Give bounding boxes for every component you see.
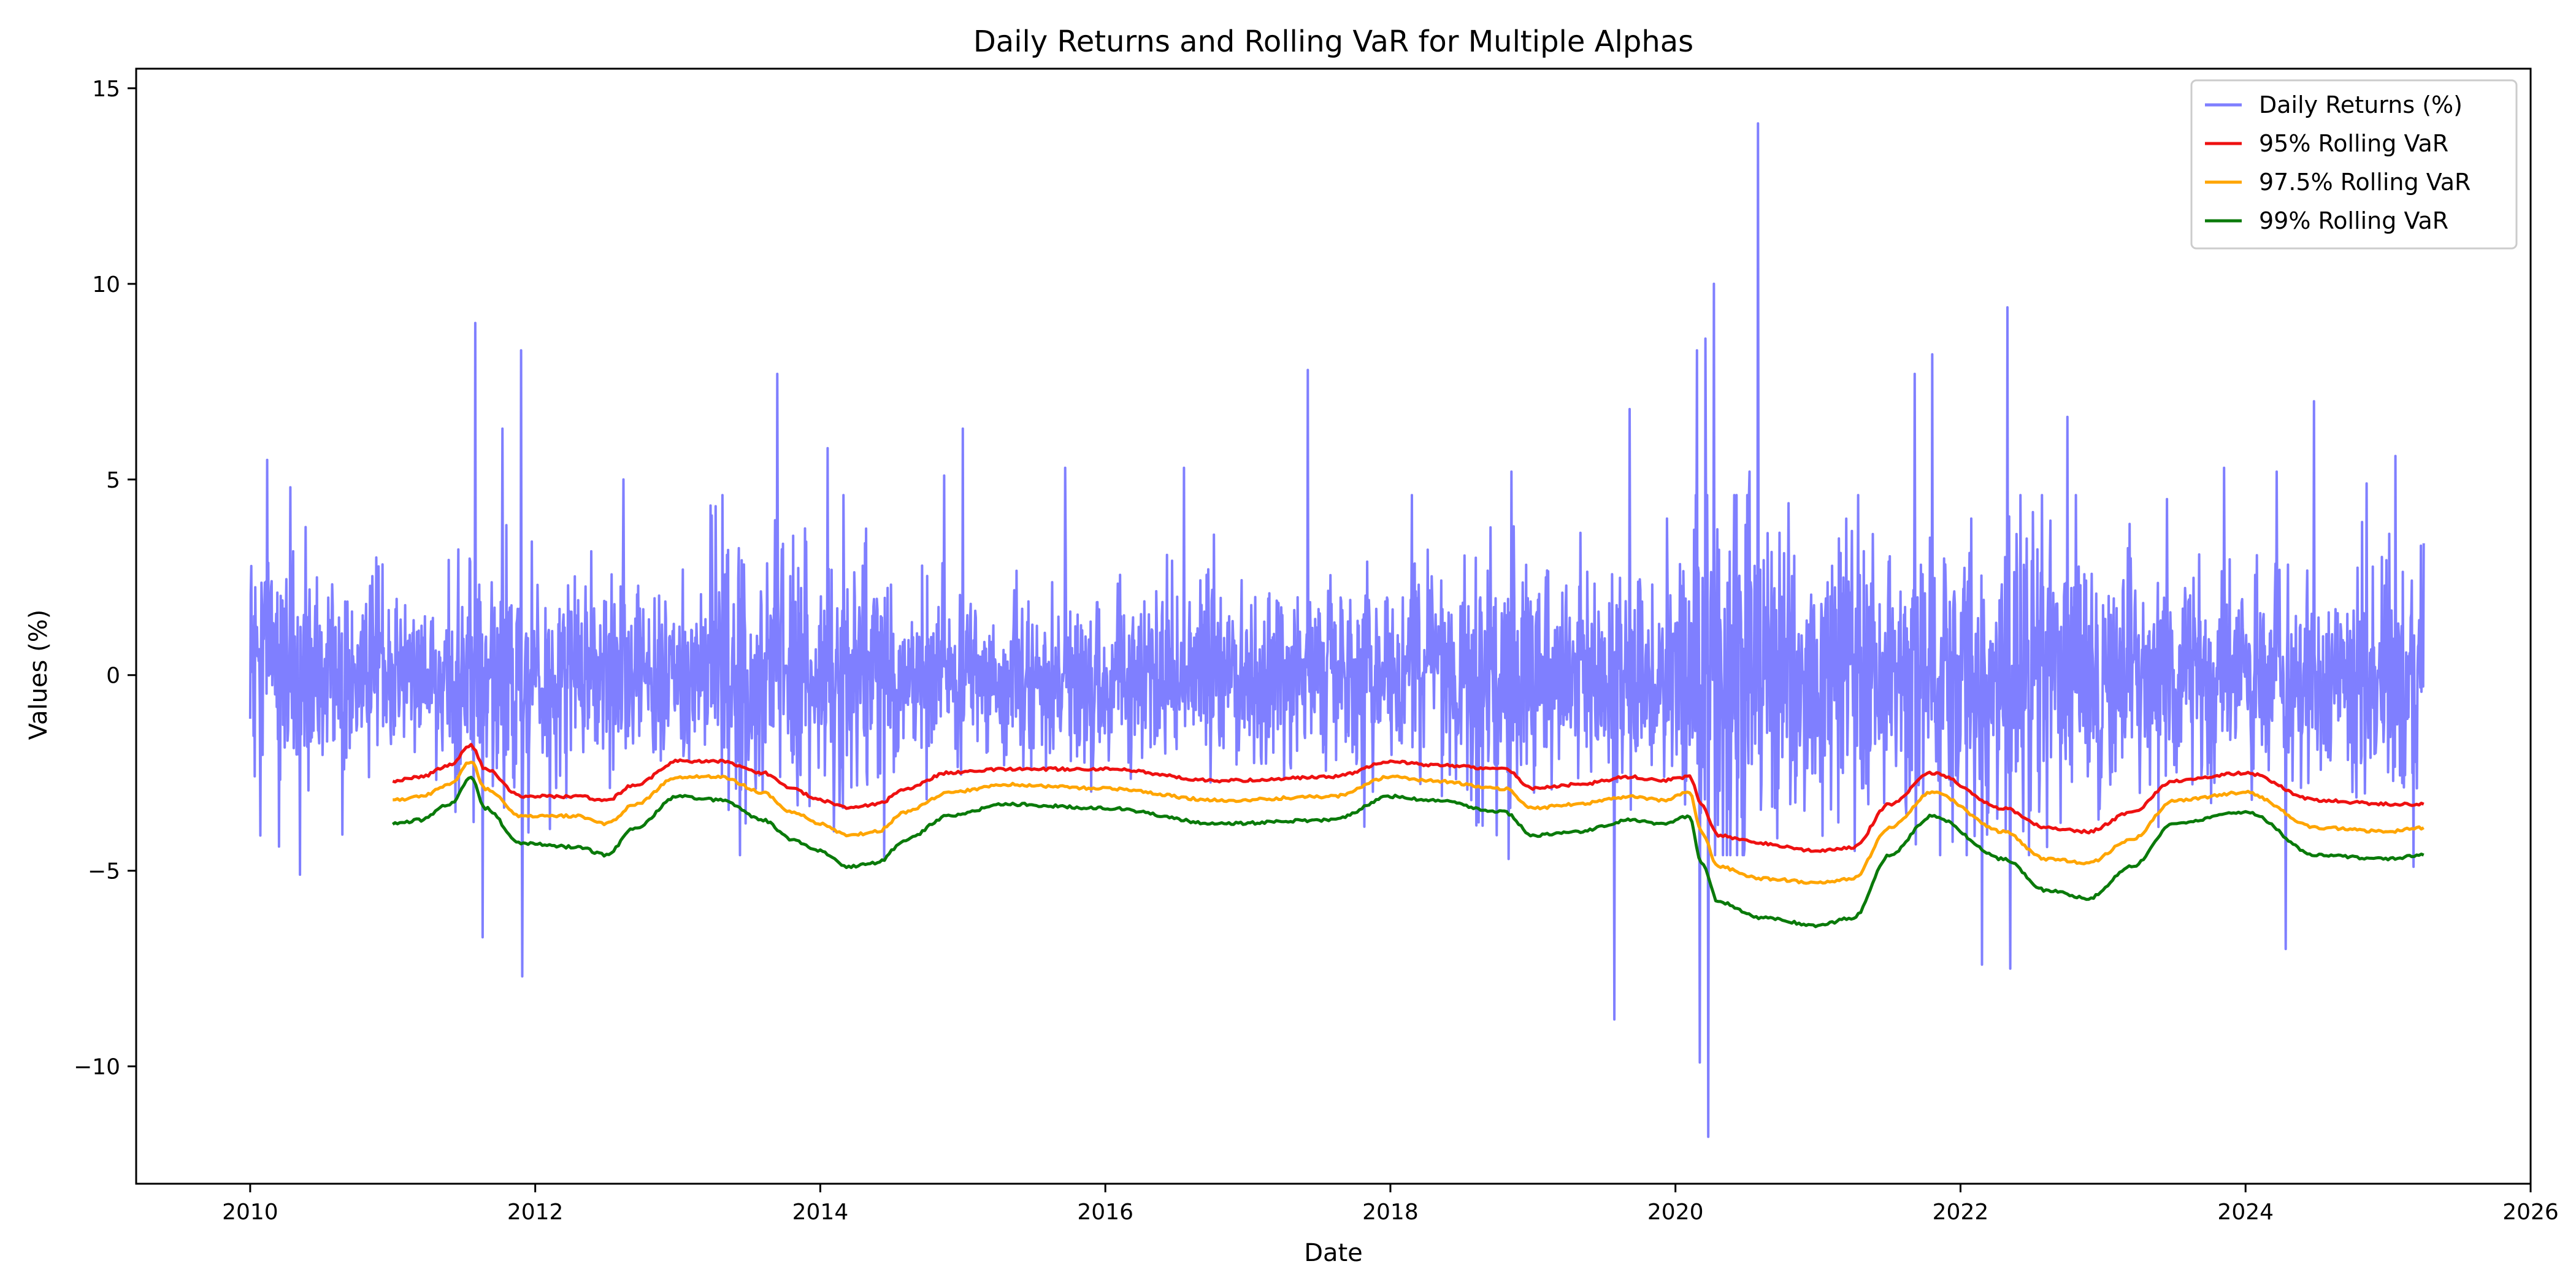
y-tick-label: 0 — [106, 664, 120, 689]
legend-box — [2190, 79, 2518, 250]
y-tick-label: 10 — [92, 272, 120, 297]
y-tick-label: 15 — [92, 77, 120, 102]
x-tick-label: 2018 — [1362, 1200, 1419, 1225]
returns-layer — [248, 122, 2425, 1138]
x-tick-label: 2020 — [1647, 1200, 1704, 1225]
legend-label: 99% Rolling VaR — [2259, 207, 2448, 234]
x-tick-label: 2014 — [792, 1200, 849, 1225]
chart-title: Daily Returns and Rolling VaR for Multip… — [973, 25, 1693, 59]
y-tick-label: 5 — [106, 468, 120, 493]
y-tick-label: −5 — [88, 859, 120, 884]
y-tick-label: −10 — [74, 1055, 120, 1080]
x-tick-label: 2016 — [1077, 1200, 1133, 1225]
series-line-var-2 — [391, 775, 2425, 929]
x-tick-label: 2024 — [2217, 1200, 2274, 1225]
legend-label: Daily Returns (%) — [2259, 91, 2463, 118]
y-axis-title: Values (%) — [25, 610, 53, 740]
x-tick-label: 2010 — [222, 1200, 278, 1225]
x-axis-title: Date — [1304, 1239, 1363, 1267]
plot-area-frame — [135, 67, 2532, 1185]
var-layer — [391, 743, 2425, 929]
y-axis: −10 −5 0 5 10 15 — [74, 77, 136, 1080]
series-line-daily-returns — [248, 122, 2425, 1138]
legend: Daily Returns (%) 95% Rolling VaR 97.5% Ro… — [2190, 79, 2518, 250]
x-tick-label: 2022 — [1933, 1200, 1989, 1225]
x-tick-label: 2012 — [507, 1200, 564, 1225]
series-line-var-1 — [393, 761, 2425, 885]
x-tick-label: 2026 — [2502, 1200, 2559, 1225]
legend-label: 95% Rolling VaR — [2259, 130, 2448, 157]
x-axis: 2010 2012 2014 2016 2018 2020 2022 2024 2026 — [222, 1184, 2559, 1225]
legend-label: 97.5% Rolling VaR — [2259, 169, 2471, 196]
series-line-var-0 — [392, 743, 2425, 853]
